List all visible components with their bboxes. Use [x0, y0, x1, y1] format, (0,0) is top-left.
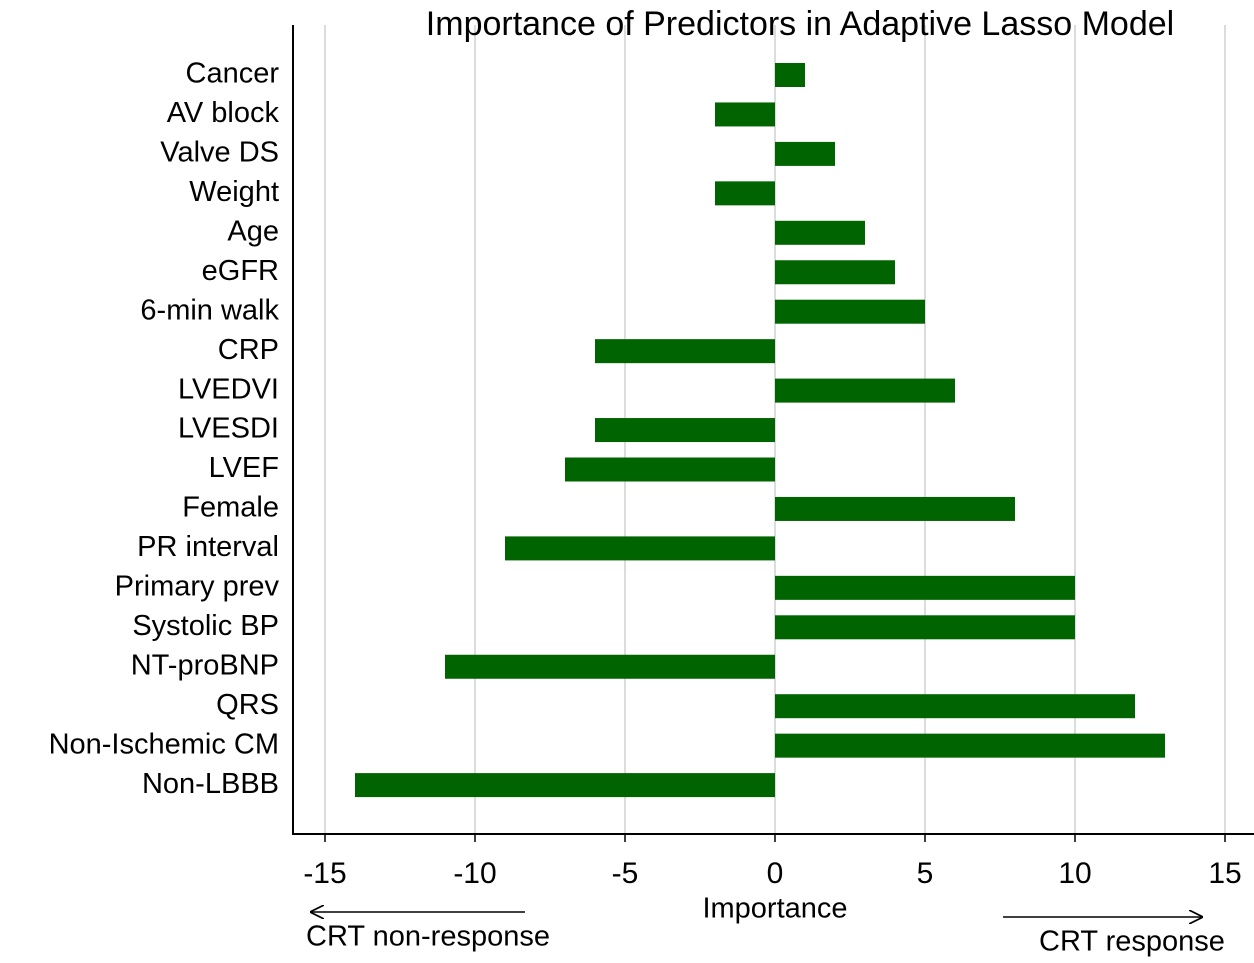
bar: [595, 339, 775, 364]
bar: [775, 141, 835, 166]
x-tick-label: -10: [453, 857, 496, 890]
y-tick-label: eGFR: [202, 255, 279, 287]
bar: [775, 63, 805, 87]
bar: [775, 733, 1165, 758]
bar: [775, 694, 1135, 719]
chart-title: Importance of Predictors in Adaptive Las…: [426, 5, 1174, 43]
y-tick-label: LVEF: [209, 452, 279, 484]
x-tick-label: 15: [1208, 857, 1241, 890]
y-tick-label: Weight: [189, 176, 279, 208]
y-tick-label: Non-Ischemic CM: [49, 728, 279, 760]
bar: [715, 102, 775, 127]
x-axis-label: Importance: [702, 893, 847, 925]
x-tick-label: -15: [303, 857, 346, 890]
annotation: CRT response: [1039, 926, 1225, 958]
x-tick-label: 0: [767, 857, 784, 890]
x-tick-label: 5: [917, 857, 934, 890]
bar: [565, 457, 775, 482]
bar: [775, 615, 1075, 640]
y-tick-label: CRP: [218, 334, 279, 366]
bar: [775, 299, 925, 324]
y-tick-label: Primary prev: [115, 571, 280, 603]
y-tick-label: LVEDVI: [178, 373, 279, 405]
y-tick-label: AV block: [167, 97, 280, 129]
bar: [775, 575, 1075, 600]
y-tick-label: 6-min walk: [140, 294, 279, 326]
y-tick-label: QRS: [216, 689, 279, 721]
bar: [445, 654, 775, 679]
y-tick-label: Valve DS: [160, 137, 279, 169]
y-tick-label: PR interval: [137, 531, 279, 563]
bar: [715, 181, 775, 206]
y-tick-label: Systolic BP: [132, 610, 279, 642]
x-tick-label: -5: [612, 857, 639, 890]
bar: [595, 418, 775, 443]
y-tick-label: NT-proBNP: [131, 649, 279, 681]
y-tick-label: Female: [182, 492, 279, 524]
bar: [355, 773, 775, 798]
y-tick-label: LVESDI: [178, 413, 279, 445]
bars: [355, 63, 1165, 798]
annotation: CRT non-response: [306, 921, 550, 953]
bar: [505, 536, 775, 561]
x-tick-label: 10: [1058, 857, 1091, 890]
y-tick-label: Cancer: [186, 58, 280, 90]
bar: [775, 220, 865, 245]
bar: [775, 496, 1015, 521]
y-tick-label: Non-LBBB: [142, 768, 279, 800]
bar: [775, 260, 895, 285]
y-tick-label: Age: [227, 215, 279, 247]
bar: [775, 378, 955, 403]
